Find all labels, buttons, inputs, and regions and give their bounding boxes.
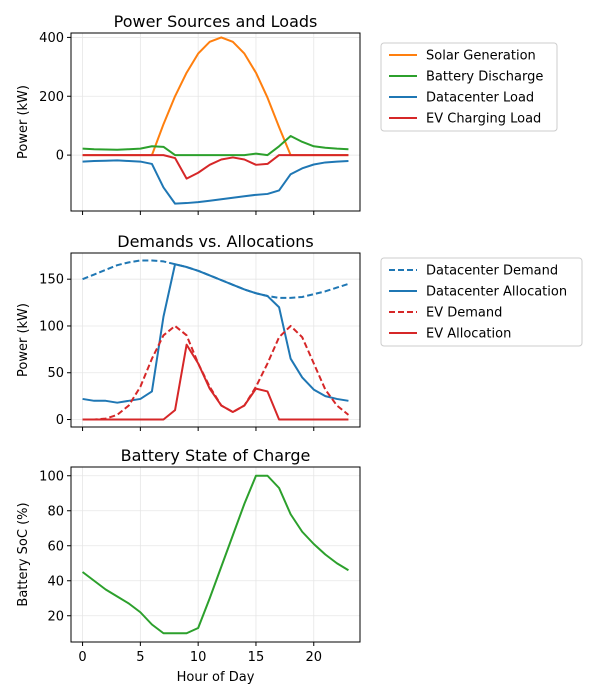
y-tick-label: 150: [39, 273, 64, 288]
legend-entry: Datacenter Allocation: [426, 285, 567, 300]
legend: Datacenter Demand Datacenter Allocation EV…: [380, 257, 583, 347]
chart-panel-3: 0 5 10 15 20 20 40 60 80 100 Battery State of Char…: [16, 446, 361, 685]
y-tick-label: 20: [47, 609, 64, 624]
series-line-datacenter-load: [82, 159, 349, 205]
y-axis-label: Power (kW): [16, 85, 31, 159]
legend-entry: Battery Discharge: [426, 70, 543, 85]
legend-box: [380, 42, 558, 132]
chart-panel-1: 0 200 400 Power Sources and Loads Power (kW)…: [16, 12, 558, 215]
legend-box: [380, 257, 583, 347]
y-tick-label: 0: [56, 413, 64, 428]
legend-entry: EV Demand: [426, 306, 502, 321]
chart-panel-2: 0 50 100 150 Demands vs. Allocations Power (k…: [16, 232, 583, 431]
series-line-ev-charging-load: [82, 154, 349, 180]
legend-entry: Datacenter Load: [426, 91, 534, 106]
axes-frame: [70, 252, 361, 428]
y-axis-label: Battery SoC (%): [16, 502, 31, 606]
series-line-soc: [81, 474, 349, 635]
legend: Solar Generation Battery Discharge Datacen…: [380, 42, 558, 132]
x-tick-label: 10: [190, 650, 207, 665]
series-line-ev-allocation: [82, 343, 349, 421]
legend-entry: EV Charging Load: [426, 112, 541, 127]
y-tick-label: 200: [39, 90, 64, 105]
y-tick-label: 100: [39, 469, 64, 484]
x-tick-label: 0: [78, 650, 86, 665]
series-line-datacenter-allocation: [82, 263, 349, 404]
legend-entry: EV Allocation: [426, 327, 511, 342]
y-tick-label: 0: [56, 149, 64, 164]
y-tick-label: 80: [47, 504, 64, 519]
x-tick-label: 15: [248, 650, 265, 665]
y-axis-label: Power (kW): [16, 303, 31, 377]
x-tick-label: 20: [305, 650, 322, 665]
axes-frame: [70, 32, 361, 212]
chart-title: Battery State of Charge: [121, 446, 311, 465]
y-tick-label: 40: [47, 574, 64, 589]
y-tick-label: 100: [39, 319, 64, 334]
legend-entry: Datacenter Demand: [426, 264, 558, 279]
chart-title: Power Sources and Loads: [114, 12, 318, 31]
axes-frame: [70, 466, 361, 643]
chart-title: Demands vs. Allocations: [117, 232, 313, 251]
x-axis-label: Hour of Day: [177, 670, 255, 685]
y-tick-label: 60: [47, 539, 64, 554]
y-tick-label: 400: [39, 31, 64, 46]
series-line-battery-discharge: [82, 134, 349, 157]
legend-entry: Solar Generation: [426, 49, 536, 64]
y-tick-label: 50: [47, 366, 64, 381]
x-tick-label: 5: [136, 650, 144, 665]
